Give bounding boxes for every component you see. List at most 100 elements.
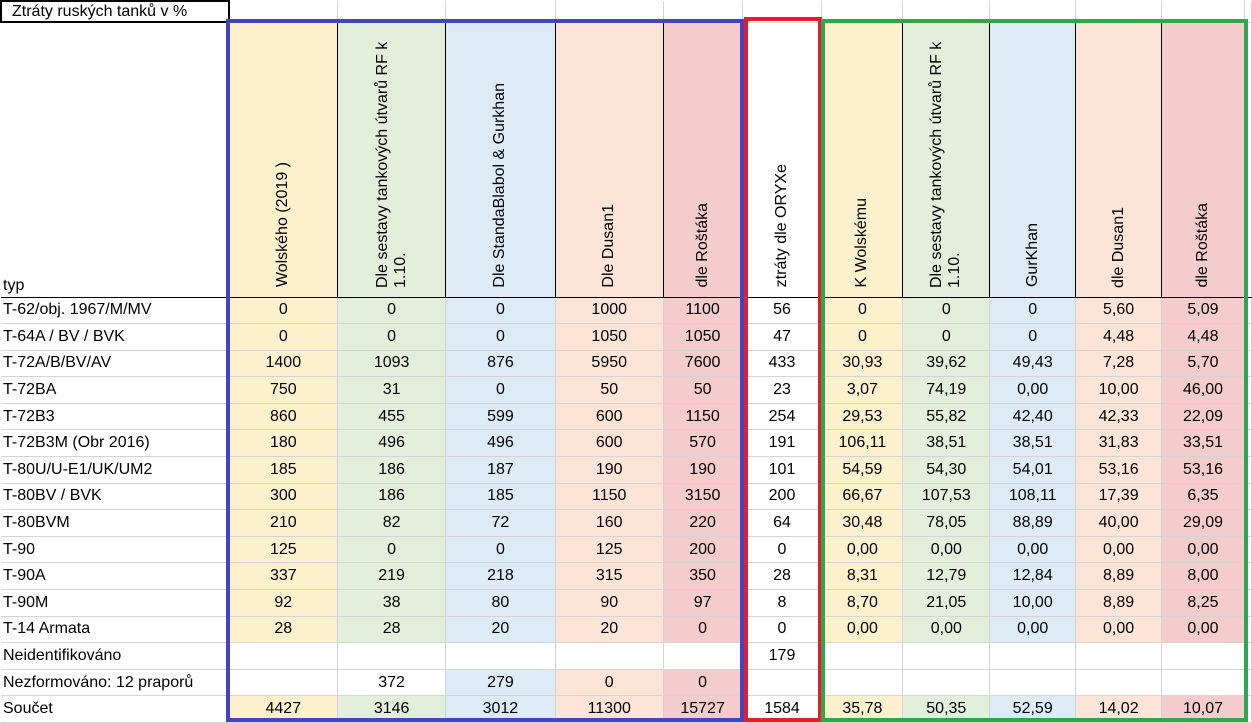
data-cell[interactable]: 12,79 <box>902 562 991 591</box>
data-cell[interactable]: 0 <box>228 297 339 325</box>
column-header[interactable]: Wolského (2019 ) <box>228 22 339 298</box>
data-cell[interactable]: 0,00 <box>902 616 991 644</box>
data-cell[interactable]: 279 <box>445 669 556 697</box>
data-cell[interactable]: 600 <box>555 403 664 431</box>
data-cell[interactable]: 4427 <box>228 695 339 723</box>
data-cell[interactable]: 52,59 <box>989 695 1077 723</box>
type-header[interactable]: typ <box>1 22 230 298</box>
column-header[interactable]: dle Roštáka <box>1161 22 1245 298</box>
data-cell[interactable]: 315 <box>555 562 664 591</box>
data-cell[interactable]: 8,00 <box>1161 562 1245 591</box>
data-cell[interactable]: 350 <box>663 562 743 591</box>
column-header[interactable]: GurKhan <box>989 22 1077 298</box>
data-cell[interactable]: 49,43 <box>989 350 1077 378</box>
data-cell[interactable]: 17,39 <box>1075 483 1163 511</box>
data-cell[interactable]: 56 <box>742 297 823 325</box>
data-cell[interactable]: 185 <box>228 456 339 484</box>
data-cell[interactable]: 53,16 <box>1075 456 1163 484</box>
data-cell[interactable]: 0,00 <box>821 536 904 564</box>
sheet-title[interactable]: Ztráty ruských tanků v % <box>0 0 230 23</box>
data-cell[interactable]: 180 <box>228 429 339 458</box>
data-cell[interactable] <box>555 642 664 670</box>
data-cell[interactable]: 4,48 <box>1161 323 1245 351</box>
data-cell[interactable]: 220 <box>663 509 743 537</box>
data-cell[interactable]: 5,60 <box>1075 297 1163 325</box>
data-cell[interactable]: 0 <box>989 323 1077 351</box>
data-cell[interactable]: 50,35 <box>902 695 991 723</box>
data-cell[interactable]: 28 <box>742 562 823 591</box>
data-cell[interactable]: 14,02 <box>1075 695 1163 723</box>
data-cell[interactable]: 55,82 <box>902 403 991 431</box>
data-cell[interactable] <box>902 642 991 670</box>
row-type-cell[interactable]: Nezformováno: 12 praporů <box>1 669 230 697</box>
data-cell[interactable]: 1584 <box>742 695 823 723</box>
data-cell[interactable]: 300 <box>228 483 339 511</box>
data-cell[interactable]: 0,00 <box>821 616 904 644</box>
row-type-cell[interactable]: T-90 <box>1 536 230 564</box>
data-cell[interactable]: 8,89 <box>1075 589 1163 617</box>
row-type-cell[interactable]: Neidentifikováno <box>1 642 230 670</box>
data-cell[interactable]: 0,00 <box>989 536 1077 564</box>
row-type-cell[interactable]: T-80BVM <box>1 509 230 537</box>
data-cell[interactable]: 39,62 <box>902 350 991 378</box>
data-cell[interactable]: 0 <box>989 297 1077 325</box>
data-cell[interactable]: 219 <box>337 562 447 591</box>
data-cell[interactable]: 0 <box>902 297 991 325</box>
data-cell[interactable]: 97 <box>663 589 743 617</box>
data-cell[interactable] <box>821 669 904 697</box>
data-cell[interactable]: 1050 <box>663 323 743 351</box>
data-cell[interactable]: 8 <box>742 589 823 617</box>
column-header[interactable]: K Wolskému <box>821 22 904 298</box>
data-cell[interactable]: 0 <box>337 536 447 564</box>
column-header[interactable]: Dle Dusan1 <box>555 22 664 298</box>
data-cell[interactable]: 23 <box>742 376 823 404</box>
data-cell[interactable]: 78,05 <box>902 509 991 537</box>
data-cell[interactable]: 82 <box>337 509 447 537</box>
data-cell[interactable]: 600 <box>555 429 664 458</box>
data-cell[interactable]: 38,51 <box>902 429 991 458</box>
data-cell[interactable]: 0 <box>555 669 664 697</box>
data-cell[interactable]: 125 <box>228 536 339 564</box>
data-cell[interactable]: 5,09 <box>1161 297 1245 325</box>
data-cell[interactable]: 106,11 <box>821 429 904 458</box>
data-cell[interactable]: 0 <box>821 323 904 351</box>
data-cell[interactable]: 0,00 <box>1075 536 1163 564</box>
data-cell[interactable]: 0 <box>742 616 823 644</box>
data-cell[interactable]: 0,00 <box>902 536 991 564</box>
data-cell[interactable] <box>902 669 991 697</box>
data-cell[interactable]: 200 <box>742 483 823 511</box>
data-cell[interactable]: 74,19 <box>902 376 991 404</box>
column-header[interactable]: dle Dusan1 <box>1075 22 1163 298</box>
data-cell[interactable]: 187 <box>445 456 556 484</box>
data-cell[interactable]: 31,83 <box>1075 429 1163 458</box>
data-cell[interactable]: 0 <box>663 669 743 697</box>
data-cell[interactable] <box>989 669 1077 697</box>
data-cell[interactable]: 30,93 <box>821 350 904 378</box>
data-cell[interactable] <box>1161 669 1245 697</box>
data-cell[interactable]: 210 <box>228 509 339 537</box>
column-header[interactable]: dle Roštáka <box>663 22 743 298</box>
data-cell[interactable] <box>1075 642 1163 670</box>
data-cell[interactable]: 38,51 <box>989 429 1077 458</box>
data-cell[interactable]: 0 <box>337 323 447 351</box>
row-type-cell[interactable]: Součet <box>1 695 230 723</box>
data-cell[interactable]: 1150 <box>663 403 743 431</box>
data-cell[interactable]: 15727 <box>663 695 743 723</box>
row-type-cell[interactable]: T-72BA <box>1 376 230 404</box>
data-cell[interactable]: 200 <box>663 536 743 564</box>
data-cell[interactable]: 80 <box>445 589 556 617</box>
data-cell[interactable]: 3,07 <box>821 376 904 404</box>
data-cell[interactable]: 1400 <box>228 350 339 378</box>
data-cell[interactable]: 8,89 <box>1075 562 1163 591</box>
data-cell[interactable]: 254 <box>742 403 823 431</box>
row-type-cell[interactable]: T-72B3M (Obr 2016) <box>1 429 230 458</box>
data-cell[interactable]: 1093 <box>337 350 447 378</box>
data-cell[interactable]: 50 <box>663 376 743 404</box>
data-cell[interactable]: 190 <box>555 456 664 484</box>
row-type-cell[interactable]: T-14 Armata <box>1 616 230 644</box>
row-type-cell[interactable]: T-80U/U-E1/UK/UM2 <box>1 456 230 484</box>
data-cell[interactable]: 35,78 <box>821 695 904 723</box>
data-cell[interactable]: 3146 <box>337 695 447 723</box>
data-cell[interactable]: 190 <box>663 456 743 484</box>
data-cell[interactable] <box>1161 642 1245 670</box>
